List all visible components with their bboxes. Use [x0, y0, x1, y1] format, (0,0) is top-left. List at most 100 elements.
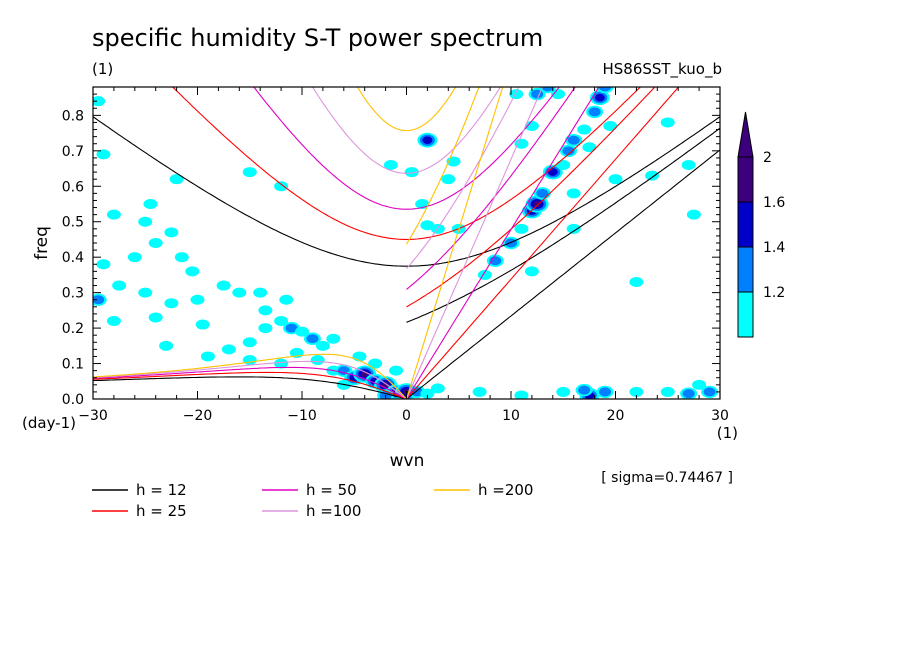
dispersion-curves [93, 87, 720, 399]
contour-blob [258, 323, 273, 334]
x-tick-label: −20 [183, 408, 213, 424]
contour-blob [441, 174, 456, 185]
legend-label: h = 25 [136, 502, 187, 520]
dispersion-curve [93, 371, 405, 399]
contour-blob [489, 256, 502, 266]
contour-blob [174, 252, 189, 263]
contour-blob [138, 216, 153, 227]
contour-blob [472, 386, 487, 397]
contour-blob [106, 316, 121, 326]
dispersion-curve [406, 87, 600, 399]
contour-blob [505, 238, 517, 248]
dispersion-curve [390, 382, 407, 399]
tick-labels: −30 −20 −10 0 10 20 30 0.0 0.1 0.2 0.3 0.4 0.5 0.6 0.7… [62, 108, 729, 424]
contour-blob [541, 87, 554, 92]
dispersion-curve [93, 376, 405, 399]
contour-blob [383, 160, 398, 170]
contour-blob [556, 160, 571, 170]
dispersion-curve [253, 87, 560, 210]
contour-blob [274, 181, 289, 192]
contour-blob [242, 337, 257, 348]
contour-blob [232, 287, 247, 298]
y-tick-label: 0.1 [62, 357, 84, 373]
contour-blob [514, 138, 529, 149]
contour-blob [682, 389, 695, 399]
contour-blob [306, 334, 319, 344]
contour-blob [326, 333, 341, 344]
contour-blob [514, 223, 529, 234]
contour-blob [242, 355, 257, 365]
contour-blob [200, 351, 215, 362]
contour-blob [603, 121, 618, 131]
contour-blob [274, 358, 289, 369]
chart-title: specific humidity S-T power spectrum [92, 24, 543, 52]
x-tick-label: 20 [607, 408, 625, 424]
dispersion-curve [406, 87, 656, 308]
contour-blob [681, 160, 696, 170]
contour-blob [93, 96, 106, 107]
contour-blob [578, 385, 591, 395]
y-unit-label: (day-1) [22, 414, 76, 432]
contour-blob [577, 124, 592, 135]
contour-blob [524, 266, 539, 277]
contour-blob [629, 386, 644, 397]
contour-blob [112, 280, 127, 291]
contour-blob [547, 168, 558, 176]
contour-blob [368, 358, 383, 369]
contour-blob [279, 294, 294, 305]
x-tick-label: −30 [78, 408, 108, 424]
contour-blob [629, 277, 644, 287]
contour-blob [588, 107, 601, 117]
colorbar: 1.2 1.4 1.6 2 [737, 111, 785, 338]
contour-blob [190, 294, 205, 305]
contour-blob [164, 298, 179, 309]
contour-blob [315, 340, 330, 351]
y-axis-label: freq [32, 226, 52, 260]
legend: h = 12 h = 25 h = 50 h =100 h =200 [92, 481, 533, 520]
colorbar-extend [737, 111, 754, 158]
units-label: (1) [92, 60, 113, 78]
colorbar-segment [737, 291, 754, 338]
contour-blob [660, 117, 675, 128]
contour-blob [404, 167, 419, 178]
colorbar-label: 2 [763, 150, 772, 166]
contour-blob [422, 136, 433, 144]
axis-ticks [92, 86, 721, 400]
contour-blob [692, 379, 707, 390]
contour-blob [253, 287, 268, 298]
dispersion-curve [406, 87, 520, 270]
dispersion-curve [356, 87, 457, 132]
legend-label: h = 50 [306, 481, 357, 499]
x-tick-label: −10 [287, 408, 317, 424]
contour-blob [430, 383, 445, 394]
contour-blob [96, 149, 111, 160]
y-tick-label: 0.4 [62, 250, 84, 266]
contour-blob [295, 326, 309, 337]
contour-blob [159, 340, 174, 351]
dispersion-curve [93, 360, 405, 398]
y-tick-label: 0.5 [62, 215, 84, 231]
contour-blob [420, 388, 435, 399]
colorbar-segment [737, 201, 754, 248]
dispersion-curve [406, 149, 720, 399]
contour-blob [608, 174, 623, 185]
contour-blob [509, 89, 524, 100]
contour-blob [274, 316, 289, 326]
contour-blob [127, 252, 142, 263]
contour-blob [106, 209, 121, 220]
contour-blob [258, 305, 273, 316]
contour-blob [164, 227, 179, 238]
dispersion-curve [405, 87, 504, 399]
contour-blob [185, 266, 200, 277]
y-tick-label: 0.2 [62, 321, 84, 337]
contour-blob [594, 93, 605, 102]
dispersion-curve [406, 87, 680, 399]
contour-blob [96, 259, 111, 270]
contour-blob [562, 146, 575, 156]
contour-blob [389, 365, 404, 376]
contour-blob [221, 344, 236, 355]
contour-blob [599, 387, 612, 397]
contour-blob [93, 295, 105, 305]
contour-blob [703, 387, 716, 397]
